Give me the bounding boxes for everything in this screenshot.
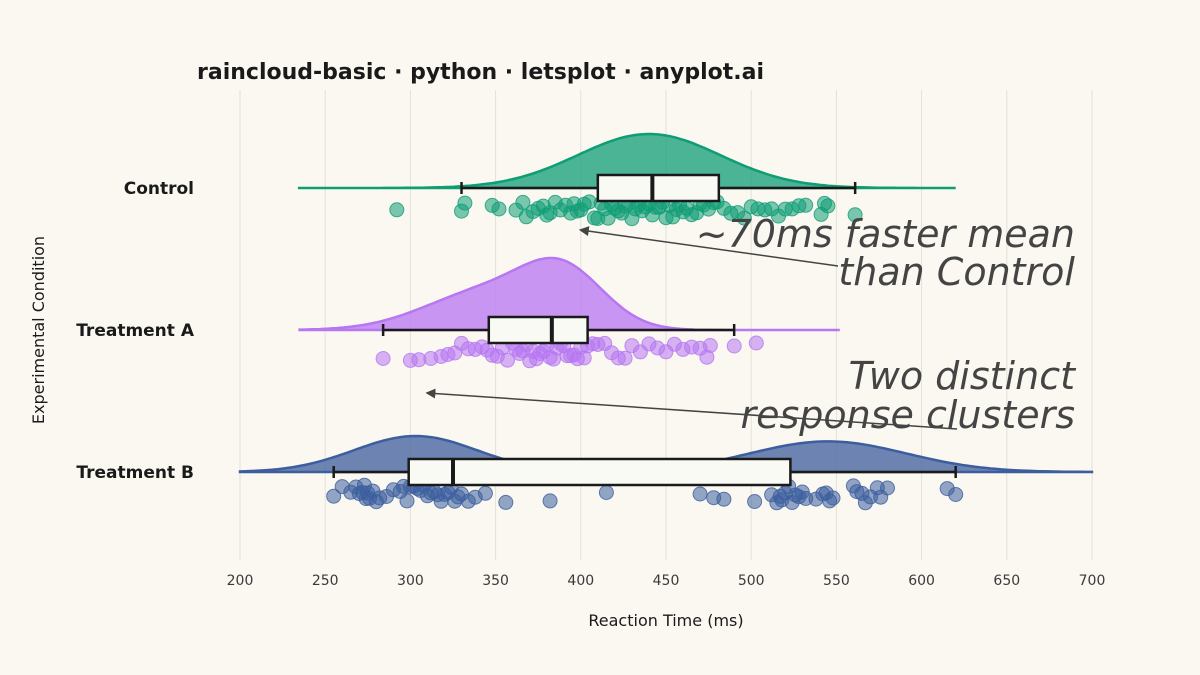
rain-point-treatment-b [477,485,493,501]
x-tick-label-500: 500 [738,573,765,589]
annotation-2-line-2: response clusters [740,393,1075,437]
rain-point-control [457,195,473,211]
rain-point-treatment-b [326,488,342,504]
annotation-1-arrow [578,226,839,267]
rain-point-control [515,194,531,210]
rain-point-treatment-a [617,350,633,366]
x-tick-label-550: 550 [823,573,850,589]
annotation-2-arrow [425,388,958,430]
x-tick-label-700: 700 [1079,573,1106,589]
category-label-control: Control [124,179,194,199]
rain-point-control [389,202,405,218]
rain-point-treatment-b [692,486,708,502]
rain-point-treatment-a [702,338,718,353]
annotation-2-line-1: Two distinct [849,354,1077,398]
x-tick-label-250: 250 [312,573,339,589]
rain-point-treatment-a [726,338,742,354]
x-tick-labels: 200 250 300 350 400 450 500 550 600 650 700 [227,573,1106,589]
rain-point-treatment-b [825,490,841,506]
rain-point-treatment-a [375,351,391,366]
annotation-1-line-2: than Control [838,250,1075,294]
chart-title: raincloud-basic · python · letsplot · an… [197,60,764,85]
rain-point-treatment-a [748,335,764,351]
x-tick-label-650: 650 [993,573,1020,589]
x-tick-label-300: 300 [397,573,424,589]
category-label-treatment-a: Treatment A [76,321,195,341]
x-tick-label-350: 350 [482,573,509,589]
rain-point-control [736,210,752,226]
x-tick-label-600: 600 [908,573,935,589]
rain-point-treatment-b [598,485,614,500]
box-control [596,173,721,203]
x-axis-title: Reaction Time (ms) [588,611,743,630]
rain-point-treatment-b [880,480,895,496]
x-tick-label-450: 450 [653,573,680,589]
y-axis-title: Experimental Condition [29,236,48,424]
rain-point-control [491,201,507,217]
rain-point-treatment-b [498,494,514,510]
density-cloud-treatment-a [298,256,840,332]
box-treatment-a [487,315,589,345]
boxplots [332,173,957,487]
annotation-1-line-1: ~70ms faster mean [696,212,1075,256]
rain-point-treatment-a [500,352,515,368]
rain-point-control [820,198,836,214]
rain-point-treatment-b [948,487,964,502]
x-tick-label-200: 200 [227,573,254,589]
category-labels: Control Treatment A Treatment B [76,179,195,483]
rain-point-treatment-b [747,494,763,509]
rain-point-control [798,197,814,213]
rain-point-treatment-b [399,493,415,509]
rain-point-control [847,207,863,223]
box-treatment-b [407,457,792,487]
x-tick-label-400: 400 [567,573,594,589]
rain-point-treatment-b [542,493,558,509]
category-label-treatment-b: Treatment B [76,463,194,483]
rain-point-treatment-b [716,491,732,507]
